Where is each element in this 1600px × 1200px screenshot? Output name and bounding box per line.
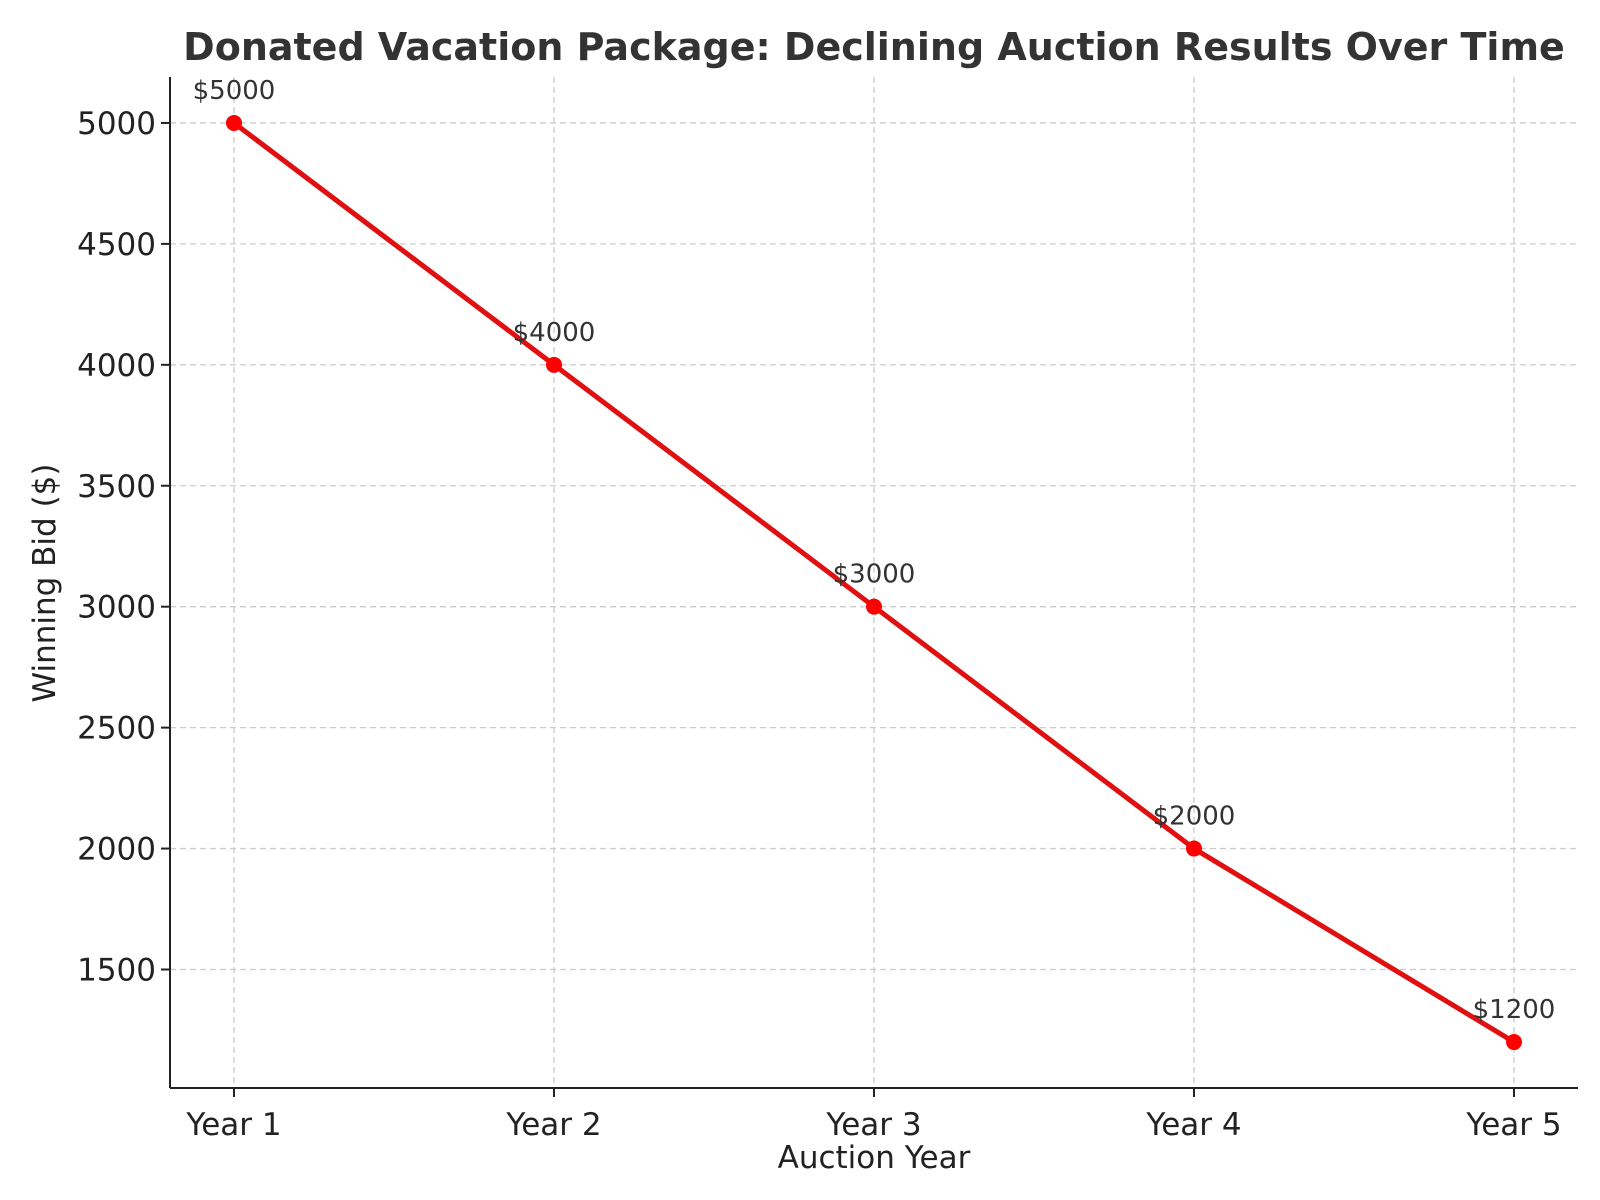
data-label: $5000: [193, 76, 276, 106]
data-labels-layer: $5000 $4000 $3000 $2000 $1200: [193, 76, 1556, 1025]
y-tick-label: 5000: [77, 106, 156, 142]
y-tick-label: 1500: [77, 952, 156, 988]
data-point: [866, 598, 882, 615]
ticks-layer: 1500 2000 2500 3000 3500 4000 4500 5000 Year 1 Ye…: [77, 106, 1562, 1143]
data-label: $1200: [1473, 995, 1556, 1025]
y-tick-label: 3500: [77, 469, 156, 505]
x-tick-label: Year 5: [1465, 1107, 1561, 1143]
grid-layer: [170, 77, 1578, 1088]
data-label: $4000: [513, 318, 596, 348]
data-point: [226, 114, 242, 131]
chart-title: Donated Vacation Package: Declining Auct…: [183, 25, 1565, 69]
y-tick-label: 3000: [77, 590, 156, 626]
y-tick-label: 2000: [77, 832, 156, 868]
x-tick-label: Year 2: [505, 1107, 601, 1143]
y-tick-label: 2500: [77, 711, 156, 747]
data-point: [1186, 840, 1202, 857]
x-axis-label: Auction Year: [778, 1140, 971, 1176]
series-layer: [226, 114, 1522, 1051]
data-point: [546, 356, 562, 373]
y-axis-label: Winning Bid ($): [27, 464, 63, 703]
x-tick-label: Year 4: [1145, 1107, 1241, 1143]
data-label: $2000: [1153, 802, 1236, 832]
x-tick-label: Year 1: [185, 1107, 281, 1143]
y-tick-label: 4500: [77, 227, 156, 263]
data-label: $3000: [833, 560, 916, 590]
x-tick-label: Year 3: [825, 1107, 921, 1143]
y-tick-label: 4000: [77, 348, 156, 384]
data-point: [1506, 1034, 1522, 1051]
